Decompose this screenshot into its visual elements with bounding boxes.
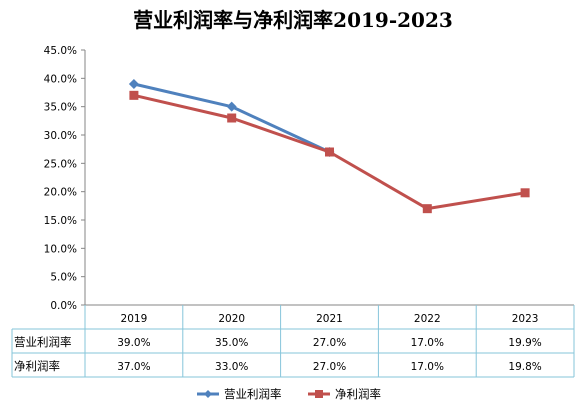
- table-cell: 27.0%: [313, 361, 346, 373]
- x-tick-label: 2021: [316, 313, 343, 325]
- axes: 0.0% 5.0% 10.0% 15.0% 20.0% 25.0% 30.0% 35.0% 40…: [44, 45, 86, 312]
- data-point: [226, 101, 237, 112]
- data-point: [325, 147, 334, 157]
- data-point: [128, 79, 139, 89]
- y-tick-label: 40.0%: [44, 73, 77, 85]
- legend: 营业利润率 净利润率: [197, 387, 381, 401]
- table-row-label: 净利润率: [14, 359, 60, 373]
- data-point: [520, 188, 530, 198]
- table-cell: 37.0%: [117, 361, 150, 373]
- series-layer: [128, 79, 530, 214]
- data-table: 2019 2020 2021 2022 2023 营业利润率 39.0% 35.0% 27.0%…: [11, 304, 575, 378]
- x-tick-label: 2019: [121, 313, 148, 325]
- y-tick-label: 10.0%: [44, 243, 77, 255]
- x-tick-label: 2020: [218, 313, 245, 325]
- table-cell: 35.0%: [215, 337, 248, 349]
- table-cell: 27.0%: [313, 337, 346, 349]
- x-tick-label: 2023: [512, 313, 539, 325]
- table-cell: 17.0%: [411, 361, 444, 373]
- y-tick-label: 20.0%: [44, 187, 77, 199]
- y-tick-label: 45.0%: [44, 45, 77, 57]
- table-cell: 19.9%: [508, 337, 541, 349]
- y-tick-label: 5.0%: [50, 272, 77, 284]
- table-cell: 17.0%: [411, 337, 444, 349]
- y-tick-label: 35.0%: [44, 102, 77, 114]
- table-row-label: 营业利润率: [14, 335, 72, 349]
- legend-label: 营业利润率: [224, 387, 282, 401]
- data-point: [422, 204, 432, 214]
- data-point: [227, 113, 237, 123]
- y-tick-label: 25.0%: [44, 158, 77, 170]
- y-tick-label: 0.0%: [50, 300, 77, 312]
- y-tick-label: 15.0%: [44, 215, 77, 227]
- legend-marker: [204, 390, 212, 398]
- legend-label: 净利润率: [335, 387, 381, 401]
- table-cell: 33.0%: [215, 361, 248, 373]
- x-tick-label: 2022: [414, 313, 441, 325]
- data-point: [129, 90, 139, 100]
- chart-title: 营业利润率与净利润率2019-2023: [133, 8, 453, 32]
- table-cell: 19.8%: [508, 361, 541, 373]
- y-tick-label: 30.0%: [44, 130, 77, 142]
- legend-marker: [315, 390, 323, 398]
- table-cell: 39.0%: [117, 337, 150, 349]
